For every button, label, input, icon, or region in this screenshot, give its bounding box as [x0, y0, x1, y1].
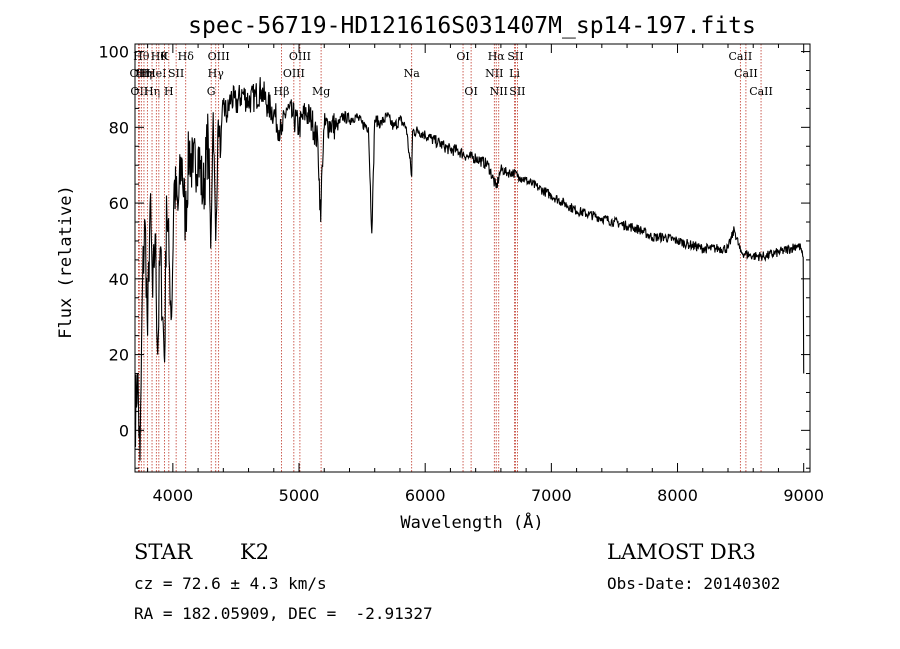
line-label: OIII: [289, 50, 311, 63]
line-label: Hγ: [208, 67, 225, 80]
line-label: Li: [509, 67, 520, 80]
line-label: SII: [509, 85, 525, 98]
observation-date: Obs-Date: 20140302: [607, 574, 781, 593]
x-tick-label: 6000: [405, 486, 446, 505]
y-tick-label: 20: [109, 346, 129, 365]
y-tick-label: 40: [109, 270, 129, 289]
object-subclass: K2: [240, 540, 270, 564]
redshift-info: cz = 72.6 ± 4.3 km/s: [134, 574, 327, 593]
line-label: NII: [490, 85, 508, 98]
x-tick-label: 8000: [657, 486, 698, 505]
line-label: OIII: [208, 50, 230, 63]
y-tick-label: 0: [119, 421, 129, 440]
y-tick-label: 100: [98, 43, 129, 62]
y-axis-label: Flux (relative): [56, 185, 76, 339]
line-label: CaII: [749, 85, 773, 98]
line-label: SII: [168, 67, 184, 80]
object-class: STAR: [134, 540, 193, 564]
line-label: SII: [507, 50, 523, 63]
y-tick-label: 80: [109, 118, 129, 137]
survey-name: LAMOST DR3: [607, 540, 756, 564]
x-axis-label: Wavelength (Å): [400, 511, 543, 533]
x-tick-label: 7000: [531, 486, 572, 505]
line-label: Hθ: [133, 50, 150, 63]
line-label: Mg: [312, 85, 330, 98]
chart-title: spec-56719-HD121616S031407M_sp14-197.fit…: [188, 13, 756, 39]
line-label: Hδ: [178, 50, 195, 63]
line-label: NII: [485, 67, 503, 80]
axis-ticks: 4000 5000 6000 7000 8000 9000 0 20 40 60 80 100: [98, 43, 824, 505]
line-label: OII: [130, 67, 148, 80]
x-tick-label: 5000: [279, 486, 320, 505]
line-label: Hη: [144, 85, 160, 98]
line-label: K: [160, 50, 169, 63]
line-label: OI: [456, 50, 469, 63]
y-tick-label: 60: [109, 194, 129, 213]
line-label: CaII: [734, 67, 758, 80]
line-label: G: [207, 85, 216, 98]
coordinates: RA = 182.05909, DEC = -2.91327: [134, 604, 433, 623]
line-label: Hε: [140, 67, 156, 80]
line-label: Na: [404, 67, 421, 80]
plot-frame: [134, 43, 811, 473]
line-label: CaII: [729, 50, 753, 63]
x-tick-label: 4000: [152, 486, 193, 505]
line-label: Hβ: [274, 85, 290, 98]
line-label: H: [164, 85, 174, 98]
spectrum-line: [134, 77, 805, 461]
line-label: HeI: [146, 67, 166, 80]
line-label: Hη: [136, 67, 152, 80]
line-label: Hθ: [151, 50, 168, 63]
line-label: Hα: [488, 50, 506, 63]
x-tick-label: 9000: [783, 486, 824, 505]
line-label: OIII: [283, 67, 305, 80]
line-label: OI: [464, 85, 477, 98]
emission-line-markers: OIIOIIHθHηHεHηHeIHθKHSIIHδGHγOIIIHβOIIIO…: [130, 44, 773, 472]
